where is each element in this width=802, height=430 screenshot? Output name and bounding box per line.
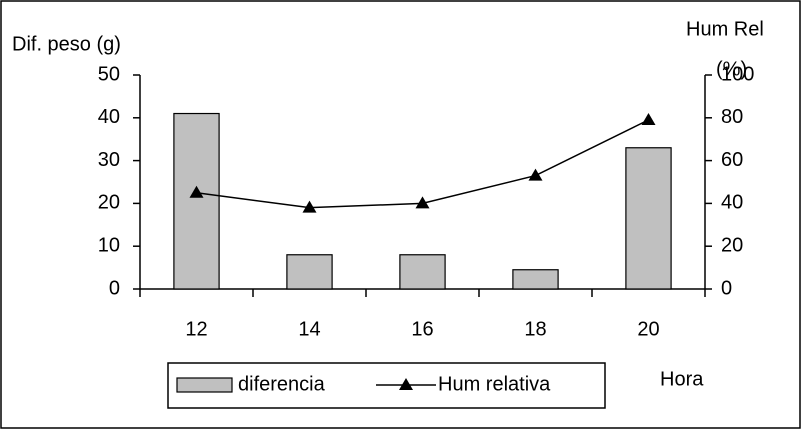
legend-marker [399, 378, 413, 390]
y2-tick-label: 80 [721, 106, 743, 128]
line-marker [302, 200, 317, 213]
y-tick-label: 30 [98, 149, 120, 171]
bar [512, 269, 559, 290]
legend-label: Hum relativa [438, 373, 551, 395]
y2-axis-label: Hum Rel [686, 18, 764, 40]
y-axis-label: Dif. peso (g) [12, 33, 121, 55]
x-tick-label: 14 [298, 318, 320, 340]
legend-label: diferencia [238, 373, 326, 395]
x-tick-label: 12 [185, 318, 207, 340]
line-marker [641, 112, 656, 125]
y2-tick-label: 20 [721, 234, 743, 256]
line-marker [415, 196, 430, 209]
bar [625, 147, 672, 290]
y2-tick-label: 0 [721, 277, 732, 299]
legend-box [167, 362, 606, 409]
x-tick-label: 16 [411, 318, 433, 340]
y-tick-label: 10 [98, 234, 120, 256]
y-tick-label: 50 [98, 63, 120, 85]
x-axis-label: Hora [660, 368, 704, 390]
legend-swatch [176, 377, 233, 393]
y2-tick-label: 40 [721, 192, 743, 214]
y2-axis-label: (%) [716, 58, 747, 80]
x-tick-label: 18 [524, 318, 546, 340]
y-tick-label: 40 [98, 106, 120, 128]
y-tick-label: 20 [98, 192, 120, 214]
y2-tick-label: 60 [721, 149, 743, 171]
y2-tick-label: 100 [721, 63, 754, 85]
line-marker [189, 185, 204, 198]
y-tick-label: 0 [109, 277, 120, 299]
line-marker [528, 168, 543, 181]
x-tick-label: 20 [637, 318, 659, 340]
bar [173, 112, 220, 290]
bar [399, 254, 446, 290]
bar [286, 254, 333, 290]
